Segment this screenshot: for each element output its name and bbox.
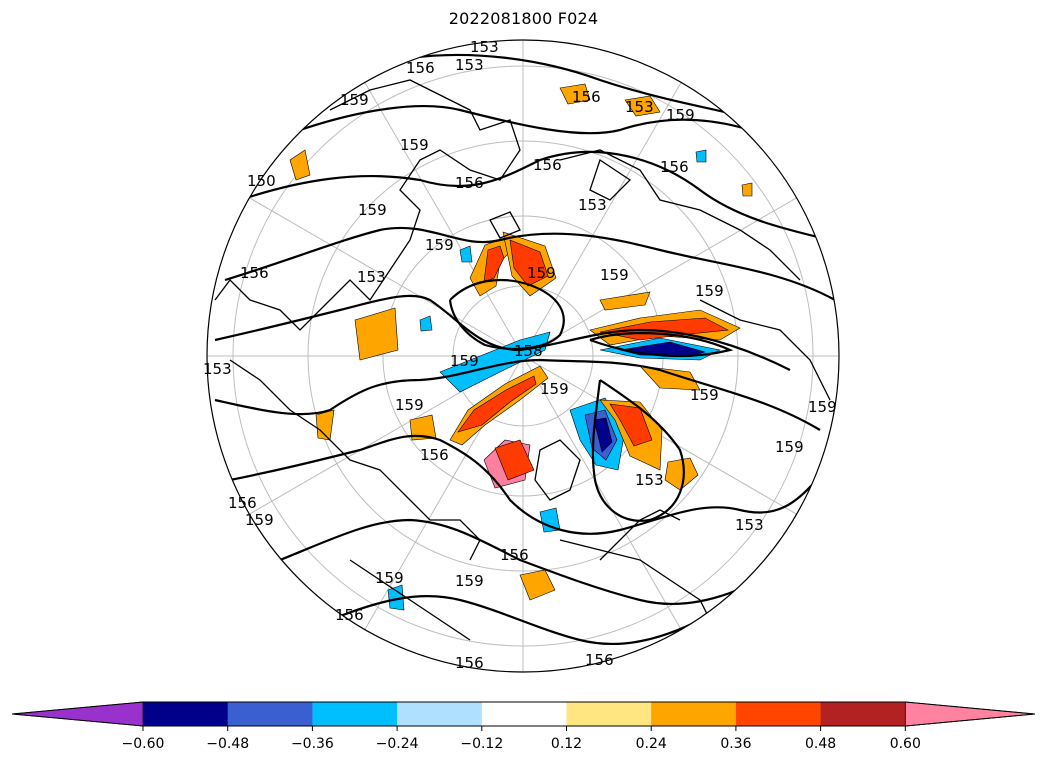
contour-label: 153 [357, 268, 386, 286]
anomaly-patch [459, 245, 473, 263]
colorbar-tick-label: 0.24 [636, 736, 667, 752]
contour-label: 153 [455, 56, 484, 74]
anomaly-patch [519, 569, 556, 601]
contour-label: 159 [450, 352, 479, 370]
contour-label: 156 [228, 494, 257, 512]
contour-label: 159 [375, 569, 404, 587]
colorbar-tick-label: 0.36 [720, 736, 751, 752]
colorbar-tick-label: −0.12 [460, 736, 503, 752]
contour-label: 150 [247, 172, 276, 190]
contour-label: 159 [400, 136, 429, 154]
anomaly-patch [494, 439, 535, 481]
contour-label: 156 [335, 606, 364, 624]
contour-label: 153 [635, 471, 664, 489]
contour-label: 153 [625, 98, 654, 116]
anomaly-patch [439, 331, 551, 393]
contour-label: 156 [572, 88, 601, 106]
contour-label: 153 [578, 196, 607, 214]
anomaly-patch [509, 239, 549, 287]
colorbar-segment [735, 702, 822, 726]
contour-label: 158 [514, 342, 543, 360]
colorbar-tick-label: −0.60 [122, 736, 165, 752]
contour-label: 159 [695, 282, 724, 300]
contour-label: 153 [470, 38, 499, 56]
colorbar-segment [227, 702, 313, 726]
colorbar-tick-label: 0.48 [805, 736, 836, 752]
anomaly-patch [609, 403, 653, 447]
contour-label: 156 [533, 156, 562, 174]
anomaly-patch [354, 307, 399, 361]
anomaly-patch [419, 315, 433, 332]
contour-label: 159 [690, 386, 719, 404]
contour-label: 156 [660, 158, 689, 176]
contour-label: 159 [775, 438, 804, 456]
map-boundary [206, 39, 840, 673]
contour-label: 159 [666, 106, 695, 124]
colorbar-segment [566, 702, 652, 726]
colorbar-extend-high [904, 701, 1036, 727]
height-contours [214, 53, 836, 646]
colorbar-tick-label: −0.48 [206, 736, 249, 752]
colorbar-tick-label: 0.12 [551, 736, 582, 752]
figure-title: 2022081800 F024 [448, 9, 599, 28]
anomaly-patch [695, 149, 707, 163]
contour-label: 156 [420, 446, 449, 464]
contour-label: 156 [455, 174, 484, 192]
contour-label: 156 [406, 59, 435, 77]
anomaly-patch [289, 149, 311, 181]
colorbar-tick-label: 0.60 [890, 736, 921, 752]
anomaly-patch [483, 245, 505, 283]
contour-label: 159 [340, 91, 369, 109]
contour-label: 153 [735, 516, 764, 534]
colorbar-segment [651, 702, 737, 726]
shaded-field [289, 83, 753, 611]
colorbar: −0.60 −0.48 −0.36 −0.24 −0.12 0.12 0.24 0.36 0.4… [11, 701, 1036, 752]
contour-label: 159 [527, 264, 556, 282]
contour-label: 156 [240, 264, 269, 282]
anomaly-patch [387, 584, 405, 611]
anomaly-patch [599, 317, 730, 341]
anomaly-patch [457, 375, 537, 433]
contour-label: 159 [245, 511, 274, 529]
anomaly-patch [664, 457, 699, 491]
contour-label: 159 [540, 380, 569, 398]
anomaly-patch [593, 417, 613, 453]
colorbar-segment [397, 702, 483, 726]
colorbar-segment [143, 702, 229, 726]
anomaly-patch [559, 83, 591, 105]
contour-label: 153 [203, 360, 232, 378]
colorbar-segment [312, 702, 398, 726]
contour-label: 159 [425, 236, 454, 254]
colorbar-tick-label: −0.24 [376, 736, 419, 752]
anomaly-patch [624, 95, 661, 117]
contour-label: 159 [395, 396, 424, 414]
colorbar-segment [481, 702, 567, 726]
colorbar-extend-low [11, 701, 144, 727]
contour-label: 159 [600, 266, 629, 284]
colorbar-segment [820, 702, 906, 726]
anomaly-patch [639, 365, 701, 391]
contour-label: 156 [500, 546, 529, 564]
contour-label: 159 [455, 572, 484, 590]
contour-label: 156 [455, 654, 484, 672]
colorbar-tick-label: −0.36 [291, 736, 334, 752]
contour-label: 159 [358, 201, 387, 219]
contour-label: 159 [808, 398, 837, 416]
anomaly-patch [741, 182, 753, 197]
polar-map [207, 40, 839, 672]
anomaly-patch [599, 291, 651, 311]
